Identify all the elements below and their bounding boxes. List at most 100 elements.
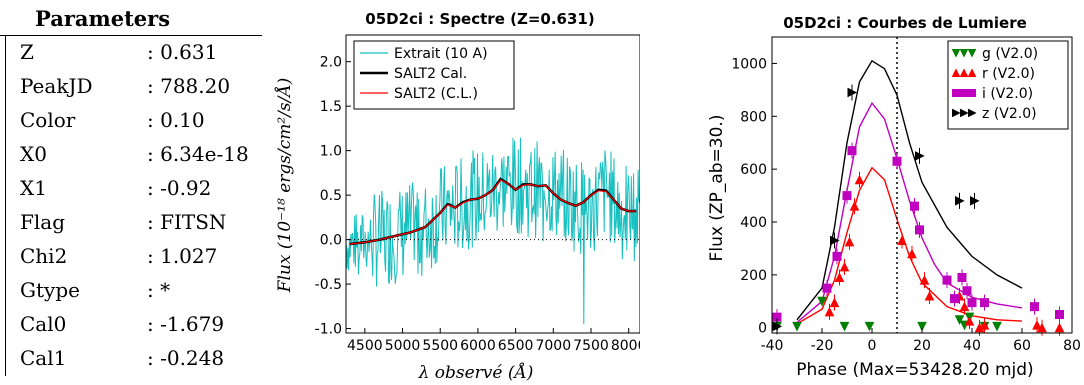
- lightcurve-x-tick-label: 40: [963, 338, 981, 354]
- lightcurve-x-tick-label: 80: [1063, 338, 1081, 354]
- parameter-value: : 0.631: [147, 40, 218, 64]
- lightcurve-data-point: [854, 174, 865, 185]
- lightcurve-data-point: [1037, 322, 1047, 333]
- lightcurve-chart-title: 05D2ci : Courbes de Lumiere: [783, 14, 1027, 32]
- lightcurve-y-tick-label: 1000: [731, 56, 767, 72]
- lightcurve-data-point: [829, 297, 840, 308]
- lightcurve-data-point: [772, 321, 783, 332]
- lightcurve-data-point: [907, 248, 917, 259]
- parameter-value: : -0.92: [147, 176, 212, 200]
- lightcurve-x-tick-label: 60: [1013, 338, 1031, 354]
- spectrum-series-line: [349, 179, 637, 245]
- lightcurve-data-point: [897, 235, 907, 245]
- parameter-key: X0: [20, 142, 47, 166]
- lightcurve-data-point: [957, 273, 967, 282]
- lightcurve-ylabel: Flux (ZP_ab=30.): [707, 115, 727, 262]
- lightcurve-data-point: [824, 306, 835, 317]
- lightcurve-data-point: [942, 275, 952, 285]
- lightcurve-data-point: [817, 296, 827, 307]
- parameter-value: : 6.34e-18: [147, 142, 249, 166]
- parameter-value: : 788.20: [147, 74, 231, 98]
- lightcurve-data-point: [839, 321, 850, 332]
- lightcurve-y-tick-label: 400: [740, 215, 767, 231]
- spectrum-x-tick-label: 4500: [347, 338, 383, 354]
- spectrum-y-tick-label: -1.0: [315, 322, 342, 338]
- parameter-key: Cal0: [20, 312, 67, 336]
- lightcurve-x-tick-label: 0: [868, 338, 877, 354]
- lightcurve-data-point: [915, 151, 925, 161]
- lightcurve-model-curve: [796, 59, 1023, 321]
- parameter-key: PeakJD: [20, 74, 93, 98]
- lightcurve-data-point: [1054, 322, 1065, 333]
- lightcurve-data-point: [960, 89, 968, 97]
- spectrum-legend: Extrait (10 A) SALT2 Cal. SALT2 (C.L.): [353, 40, 515, 110]
- lightcurve-data-point: [952, 89, 960, 97]
- parameter-value: : 0.10: [147, 108, 205, 132]
- parameter-key: Cal1: [20, 346, 67, 370]
- lightcurve-data-point: [979, 319, 990, 330]
- spectrum-x-tick-label: 5000: [385, 338, 421, 354]
- spectrum-y-tick-label: -0.5: [315, 277, 342, 293]
- lightcurve-legend-label: r (V2.0): [982, 66, 1035, 82]
- spectrum-y-tick-label: 0.0: [320, 233, 342, 249]
- spectrum-ylabel: Flux (10⁻¹⁸ ergs/cm²/s/Å): [274, 78, 295, 294]
- lightcurve-data-point: [892, 156, 902, 166]
- parameter-key: Gtype: [20, 278, 80, 302]
- parameter-value: : *: [147, 278, 171, 302]
- parameters-title: Parameters: [35, 6, 171, 31]
- lightcurve-x-tick-label: -40: [761, 338, 784, 354]
- parameters-left-rule: [5, 36, 6, 376]
- parameter-key: Flag: [20, 210, 65, 234]
- spectrum-x-tick-label: 6000: [460, 338, 496, 354]
- parameter-key: X1: [20, 176, 47, 200]
- lightcurve-data-point: [1030, 302, 1039, 312]
- lightcurve-data-point: [792, 321, 802, 332]
- spectrum-x-tick-label: 5500: [422, 338, 458, 354]
- lightcurve-data-point: [954, 315, 965, 325]
- parameter-value: : 1.027: [147, 244, 218, 268]
- lightcurve-data-point: [951, 49, 961, 58]
- lightcurve-data-point: [915, 225, 924, 235]
- lightcurve-data-point: [967, 49, 977, 58]
- spectrum-y-tick-label: 1.5: [320, 99, 342, 115]
- parameter-value: : -1.679: [147, 312, 225, 336]
- lightcurve-data-point: [864, 321, 875, 332]
- spectrum-plot-area: 45005000550060006500700075008000 -1.0 -0.5…: [315, 34, 640, 354]
- spectrum-legend-label: SALT2 (C.L.): [394, 86, 478, 102]
- lightcurve-data-point: [1032, 319, 1042, 330]
- spectrum-y-tick-label: 1.0: [320, 144, 342, 160]
- parameter-key: Z: [20, 40, 34, 64]
- lightcurve-y-tick-label: 800: [740, 109, 767, 125]
- spectrum-x-tick-label: 7500: [573, 338, 609, 354]
- lightcurve-data-point: [970, 196, 980, 206]
- lightcurve-x-tick-label: 20: [913, 338, 931, 354]
- lightcurve-data-point: [844, 236, 855, 247]
- spectrum-legend-label: SALT2 Cal.: [394, 66, 467, 82]
- parameter-key: Chi2: [20, 244, 68, 268]
- lightcurve-data-point: [847, 146, 857, 156]
- lightcurve-data-point: [980, 298, 989, 308]
- lightcurve-data-point: [968, 108, 977, 118]
- lightcurve-data-point: [959, 49, 969, 58]
- spectrum-y-tick-label: 2.0: [320, 55, 342, 71]
- spectrum-frame: [345, 34, 640, 334]
- spectrum-x-tick-label: 6500: [498, 338, 534, 354]
- lightcurve-data-point: [834, 272, 845, 282]
- lightcurve-data-point: [967, 298, 977, 308]
- lightcurve-data-point: [960, 108, 969, 118]
- lightcurve-data-point: [952, 108, 961, 118]
- spectrum-chart-title: 05D2ci : Spectre (Z=0.631): [365, 10, 594, 28]
- lightcurve-y-tick-label: 0: [758, 321, 767, 337]
- lightcurve-legend-label: z (V2.0): [982, 106, 1037, 122]
- lightcurve-data-point: [910, 201, 919, 211]
- lightcurve-y-tick-label: 600: [740, 162, 767, 178]
- spectrum-xlabel: λ observé (Å): [418, 362, 534, 383]
- parameters-divider: [0, 35, 262, 36]
- lightcurve-legend-label: i (V2.0): [982, 86, 1033, 102]
- lightcurve-data-point: [772, 312, 782, 322]
- lightcurve-chart: 05D2ci : Courbes de Lumiere -40 -20 0 20 40 6…: [707, 14, 1081, 380]
- lightcurve-data-point: [950, 294, 959, 304]
- lightcurve-data-point: [992, 321, 1002, 332]
- lightcurve-y-tick-label: 200: [740, 268, 767, 284]
- lightcurve-data-point: [964, 315, 975, 326]
